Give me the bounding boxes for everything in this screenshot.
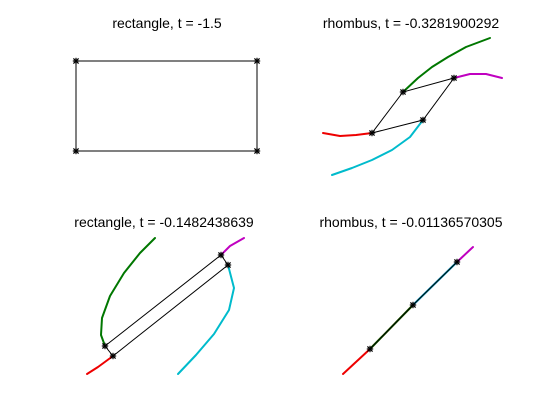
panel-3-plot [86,237,245,375]
vertex-marker [101,342,109,350]
vertex-marker [419,116,427,124]
vertex-marker [253,147,261,155]
panel-rhombus-t-neg-0-328: rhombus, t = -0.3281900292 [322,15,503,176]
curve-cyan [177,264,235,375]
curve-cyan [331,119,424,176]
vertex-marker [109,352,117,360]
vertex-marker [366,345,374,353]
vertex-marker [253,57,261,65]
panel-2-plot [322,37,503,176]
curve-magenta [220,237,245,256]
vertex-marker [453,258,461,266]
panel-1-plot [72,57,261,155]
curve-green [100,237,156,347]
curve-magenta [453,73,503,79]
vertex-marker [409,301,417,309]
panel-rhombus-t-neg-0-011: rhombus, t = -0.01136570305 [319,214,503,375]
panel-3-title: rectangle, t = -0.1482438639 [74,214,254,230]
curve-green [402,37,491,93]
panel-1-title: rectangle, t = -1.5 [112,15,222,31]
panel-2-title: rhombus, t = -0.3281900292 [323,15,500,31]
vertex-marker [72,57,80,65]
curve-red [322,132,373,137]
panel-rectangle-t-neg-0-148: rectangle, t = -0.1482438639 [74,214,254,375]
vertex-marker [450,74,458,82]
vertex-marker [72,147,80,155]
vertex-marker [368,129,376,137]
vertex-marker [217,251,225,259]
panel-4-title: rhombus, t = -0.01136570305 [319,214,502,230]
panel-rectangle-t-neg-1-5: rectangle, t = -1.5 [72,15,261,155]
vertex-marker [224,261,232,269]
panel-4-plot [342,246,474,375]
vertex-marker [399,88,407,96]
curve-red [86,355,114,375]
